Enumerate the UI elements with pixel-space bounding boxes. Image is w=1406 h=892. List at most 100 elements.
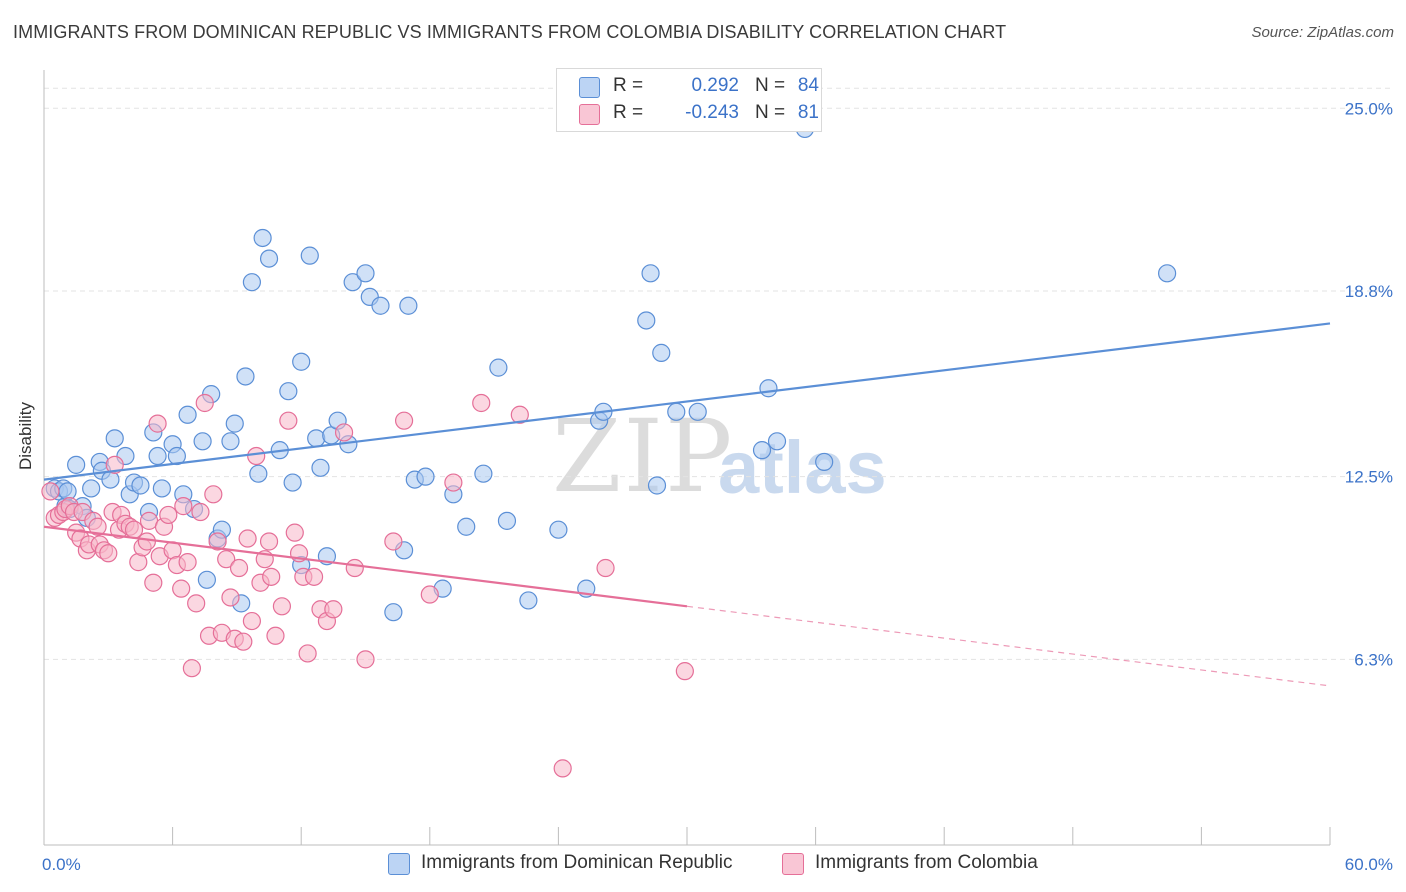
colombia-point: [137, 532, 156, 551]
legend-r-label: R =: [613, 75, 644, 96]
dominican-point: [652, 343, 671, 362]
dominican-point: [815, 452, 834, 472]
dominican-point: [193, 432, 212, 451]
y-axis-label: Disability: [16, 401, 35, 470]
dominican-point: [752, 441, 772, 460]
colombia-point: [229, 558, 249, 578]
colombia-point: [262, 567, 281, 586]
dominican-point: [236, 367, 255, 386]
bottom-legend-swatch-colombia: [782, 853, 804, 875]
dominican-point: [519, 591, 538, 610]
legend-n-label: N =: [755, 102, 786, 123]
legend-swatch-dominican: [579, 77, 600, 98]
dominican-point: [759, 379, 778, 398]
dominican-point: [283, 473, 302, 492]
legend-r-value: -0.243: [685, 102, 739, 123]
dominican-point: [1158, 264, 1177, 283]
dominican-point: [105, 429, 124, 448]
colombia-point: [99, 544, 118, 563]
dominican-point: [457, 517, 476, 536]
colombia-point: [472, 393, 491, 413]
colombia-point: [553, 759, 572, 778]
dominican-point: [688, 402, 707, 421]
watermark-atlas: atlas: [718, 426, 887, 509]
legend-r-value: 0.292: [691, 75, 739, 96]
dominican-point: [253, 228, 272, 248]
colombia-point: [394, 411, 414, 430]
colombia-point: [208, 532, 227, 551]
colombia-point: [266, 626, 285, 645]
colombia-point: [334, 423, 354, 442]
colombia-point: [88, 517, 107, 536]
dominican-point: [647, 476, 667, 495]
colombia-point: [272, 597, 292, 616]
colombia-point: [444, 473, 463, 492]
dominican-point: [497, 511, 517, 530]
colombia-point: [596, 558, 615, 578]
colombia-point: [187, 594, 206, 613]
colombia-point: [242, 611, 262, 631]
colombia-trend-extension: [686, 605, 1331, 687]
legend-n-value: 81: [797, 102, 819, 123]
bottom-legend-swatch-dominican: [388, 853, 410, 875]
colombia-point: [420, 585, 439, 604]
legend-n-label: N =: [755, 75, 786, 96]
y-tick-label: 6.3%: [1354, 650, 1393, 669]
colombia-point: [298, 644, 317, 663]
legend-r-label: R =: [613, 102, 644, 123]
colombia-point: [304, 567, 324, 586]
dominican-point: [225, 414, 244, 433]
colombia-trend-line: [43, 525, 688, 608]
colombia-point: [191, 502, 210, 522]
y-tick-label: 12.5%: [1345, 468, 1393, 487]
colombia-point: [234, 632, 253, 651]
dominican-point: [637, 311, 656, 330]
dominican-point: [767, 432, 787, 451]
dominican-point: [489, 358, 508, 377]
dominican-point: [300, 246, 319, 265]
colombia-point: [279, 411, 298, 430]
dominican-point: [371, 296, 390, 315]
colombia-point: [182, 659, 201, 678]
colombia-point: [247, 446, 266, 466]
correlation-legend: R = 0.292 N = 84 R = -0.243 N = 81: [556, 68, 822, 132]
legend-swatch-colombia: [579, 104, 600, 125]
source-label: Source: ZipAtlas.com: [1251, 24, 1394, 41]
dominican-point: [242, 273, 262, 292]
chart-title: IMMIGRANTS FROM DOMINICAN REPUBLIC VS IM…: [13, 22, 1007, 42]
dominican-point: [356, 264, 375, 283]
colombia-point: [174, 497, 193, 516]
colombia-point: [238, 529, 257, 548]
x-tick-label: 60.0%: [1345, 855, 1393, 874]
dominican-point: [148, 446, 167, 466]
x-tick-label: 0.0%: [42, 855, 81, 874]
dominican-point: [311, 458, 330, 477]
colombia-point: [345, 558, 364, 578]
colombia-point: [148, 414, 167, 433]
dominican-point: [667, 402, 686, 421]
colombia-point: [510, 405, 529, 424]
colombia-point: [356, 650, 375, 669]
dominican-point: [641, 264, 660, 283]
colombia-point: [195, 393, 214, 413]
colombia-point: [159, 505, 178, 525]
y-tick-label: 25.0%: [1345, 99, 1393, 118]
colombia-point: [144, 573, 163, 592]
y-tick-label: 18.8%: [1345, 282, 1393, 301]
dominican-point: [152, 479, 171, 498]
dominican-point: [307, 429, 326, 448]
dominican-point: [549, 520, 568, 539]
dominican-point: [343, 273, 362, 292]
dominican-point: [399, 296, 418, 315]
colombia-point: [217, 550, 236, 569]
dominican-point: [259, 249, 279, 268]
colombia-point: [324, 600, 343, 619]
colombia-point: [172, 579, 191, 598]
dominican-point: [384, 603, 403, 622]
dominican-point: [67, 455, 86, 474]
dominican-point: [416, 467, 435, 486]
bottom-legend-label: Immigrants from Colombia: [815, 852, 1038, 873]
colombia-point: [259, 532, 279, 551]
dominican-point: [178, 405, 197, 424]
colombia-point: [221, 588, 240, 607]
